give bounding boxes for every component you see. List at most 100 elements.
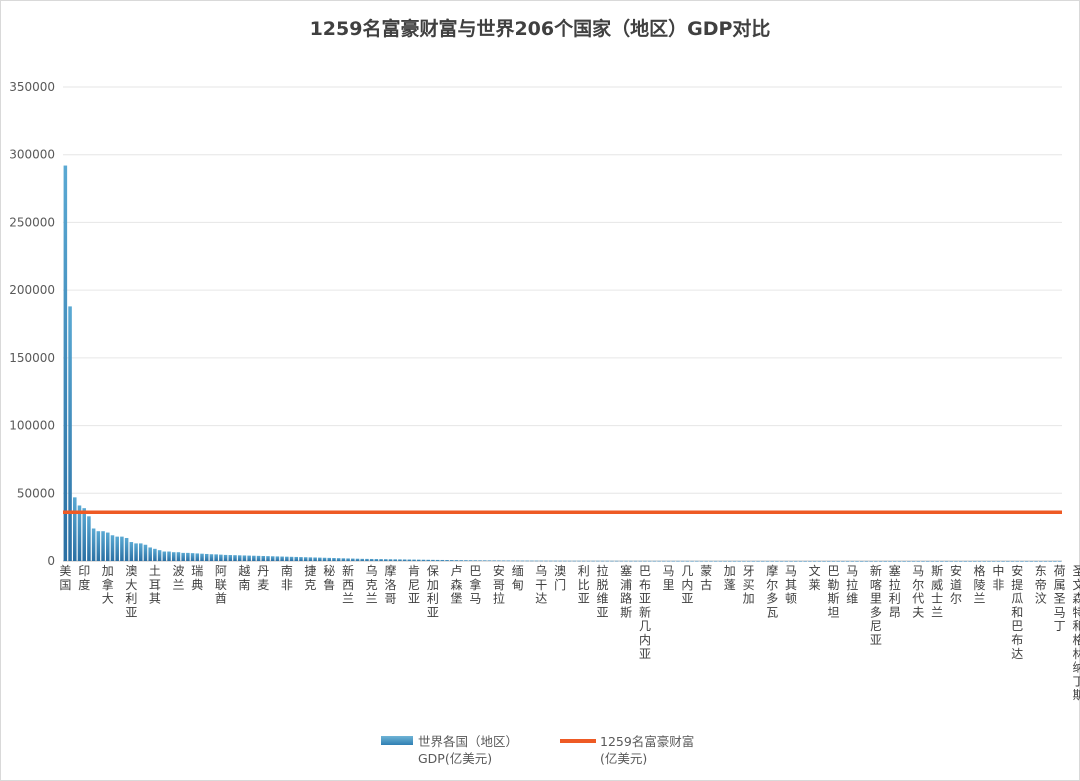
gdp-bar (652, 560, 657, 562)
x-tick-label: 澳门 (554, 564, 566, 592)
gdp-bar (808, 560, 812, 562)
gdp-bar (817, 560, 822, 562)
gdp-bar (506, 560, 511, 562)
gdp-bar (586, 560, 591, 562)
gdp-bar (252, 555, 256, 561)
gdp-bar (482, 560, 487, 561)
gdp-bar (563, 560, 567, 562)
gdp-bar (935, 560, 939, 562)
x-tick-label: 马其顿 (785, 564, 797, 606)
gdp-bar (487, 560, 492, 562)
gdp-bar (793, 560, 798, 562)
gdp-bar (765, 560, 770, 562)
gdp-bar (855, 560, 859, 562)
gdp-bar (435, 559, 440, 561)
x-tick-label: 马里 (663, 564, 675, 592)
x-tick-label: 加拿大 (102, 564, 114, 606)
x-tick-label: 丹麦 (257, 564, 269, 592)
x-tick-label: 肯尼亚 (408, 564, 420, 606)
gdp-bar (497, 560, 501, 562)
y-tick-label: 250000 (9, 215, 55, 229)
gdp-bar (525, 560, 529, 562)
gdp-bar (63, 165, 68, 561)
legend-bar-swatch (381, 736, 413, 745)
gdp-bar (219, 554, 223, 561)
gdp-bar (294, 556, 299, 561)
x-tick-label: 秘鲁 (323, 564, 335, 592)
gdp-bar (784, 560, 789, 562)
gdp-bar (1006, 560, 1010, 562)
gdp-bar (440, 559, 445, 561)
gdp-bar (96, 531, 101, 561)
gdp-bar (129, 542, 134, 561)
x-tick-label: 美国 (59, 564, 71, 592)
y-tick-label: 350000 (9, 80, 55, 94)
gdp-bar (544, 560, 548, 562)
gdp-bar (704, 560, 708, 562)
gdp-bar (105, 532, 110, 561)
gdp-bar (676, 560, 680, 562)
gdp-bar (728, 560, 732, 562)
gdp-bar (949, 560, 954, 562)
gdp-bar (963, 560, 968, 562)
gdp-bar (737, 560, 741, 562)
gdp-bar (186, 552, 190, 561)
gdp-bar (973, 560, 977, 562)
x-tick-label: 安哥拉 (493, 563, 505, 606)
gdp-bar (643, 560, 647, 562)
gdp-bar (864, 560, 869, 562)
gdp-bar (87, 516, 91, 561)
chart-title: 1259名富豪财富与世界206个国家（地区）GDP对比 (309, 18, 771, 40)
gdp-bar (1043, 560, 1048, 562)
gdp-bar (1001, 560, 1005, 562)
gdp-bar (110, 535, 115, 561)
gdp-bar (1039, 560, 1043, 562)
gdp-bar (638, 560, 643, 562)
gdp-bar (1053, 560, 1057, 562)
gdp-bar (600, 560, 605, 562)
gdp-bar (770, 560, 774, 562)
gdp-bar (666, 560, 671, 562)
gdp-bar (237, 555, 242, 561)
gdp-bar (204, 553, 209, 561)
gdp-bar (327, 557, 332, 561)
x-tick-label: 新喀里多尼亚 (870, 563, 882, 647)
x-tick-label: 捷克 (304, 564, 316, 592)
gdp-bar (723, 560, 727, 562)
gdp-bar (308, 557, 313, 561)
gdp-bar (859, 560, 864, 562)
gdp-bar (709, 560, 713, 562)
gdp-bar (384, 559, 388, 561)
gdp-bar (614, 560, 619, 562)
y-tick-label: 50000 (17, 486, 55, 500)
gdp-bar (176, 552, 181, 561)
gdp-bar (101, 531, 105, 561)
gdp-bar (1010, 560, 1015, 562)
gdp-bar (256, 555, 261, 561)
gdp-bar (501, 560, 506, 562)
gdp-bar (897, 560, 902, 562)
gdp-bar (167, 551, 171, 561)
gdp-bar (831, 560, 836, 562)
gdp-bar (629, 560, 633, 562)
gdp-bar (275, 556, 280, 561)
gdp-bar (530, 560, 534, 562)
gdp-bar (553, 560, 558, 562)
gdp-bar (695, 560, 699, 562)
gdp-bar (181, 552, 185, 561)
gdp-bar (751, 560, 756, 562)
gdp-bar (261, 555, 266, 561)
gdp-bar (558, 560, 562, 562)
x-tick-label: 土耳其 (149, 564, 161, 606)
gdp-bar (605, 560, 610, 562)
y-tick-label: 0 (47, 554, 55, 568)
x-tick-label: 塞拉利昂 (889, 563, 901, 619)
gdp-bar (996, 560, 1001, 562)
gdp-bar (888, 560, 892, 562)
gdp-bar (699, 560, 704, 562)
x-tick-label: 波兰 (172, 564, 184, 592)
gdp-bar (91, 528, 96, 561)
gdp-bar (944, 560, 949, 562)
